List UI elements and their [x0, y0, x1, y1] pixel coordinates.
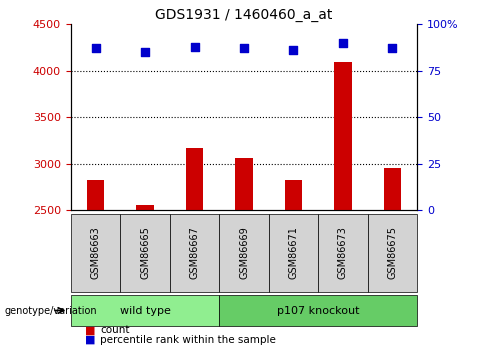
Text: GSM86663: GSM86663 [90, 226, 101, 279]
Bar [170, 214, 219, 292]
Text: wild type: wild type [120, 306, 170, 315]
Bar [235, 158, 253, 210]
Text: GSM86671: GSM86671 [288, 226, 299, 279]
Bar [136, 205, 154, 210]
Point [191, 44, 199, 49]
Bar [318, 214, 368, 292]
Bar [120, 214, 170, 292]
Text: p107 knockout: p107 knockout [277, 306, 360, 315]
Title: GDS1931 / 1460460_a_at: GDS1931 / 1460460_a_at [155, 8, 333, 22]
Point [388, 46, 396, 51]
Point [289, 48, 297, 53]
Bar [219, 295, 417, 326]
Bar [269, 214, 318, 292]
Bar [71, 214, 120, 292]
Bar [87, 180, 104, 210]
Text: GSM86673: GSM86673 [338, 226, 348, 279]
Text: count: count [100, 325, 129, 335]
Text: ■: ■ [85, 335, 96, 345]
Text: GSM86675: GSM86675 [387, 226, 398, 279]
Bar [285, 180, 302, 210]
Bar [186, 148, 203, 210]
Point [92, 46, 100, 51]
Bar [384, 168, 401, 210]
Text: percentile rank within the sample: percentile rank within the sample [100, 335, 276, 345]
Point [141, 49, 149, 55]
Point [240, 46, 248, 51]
Text: ■: ■ [85, 325, 96, 335]
Bar [334, 62, 352, 210]
Bar [71, 295, 219, 326]
Text: GSM86667: GSM86667 [189, 226, 200, 279]
Bar [219, 214, 269, 292]
Text: genotype/variation: genotype/variation [5, 306, 98, 315]
Text: GSM86665: GSM86665 [140, 226, 150, 279]
Text: GSM86669: GSM86669 [239, 226, 249, 279]
Bar [368, 214, 417, 292]
Point [339, 40, 347, 46]
